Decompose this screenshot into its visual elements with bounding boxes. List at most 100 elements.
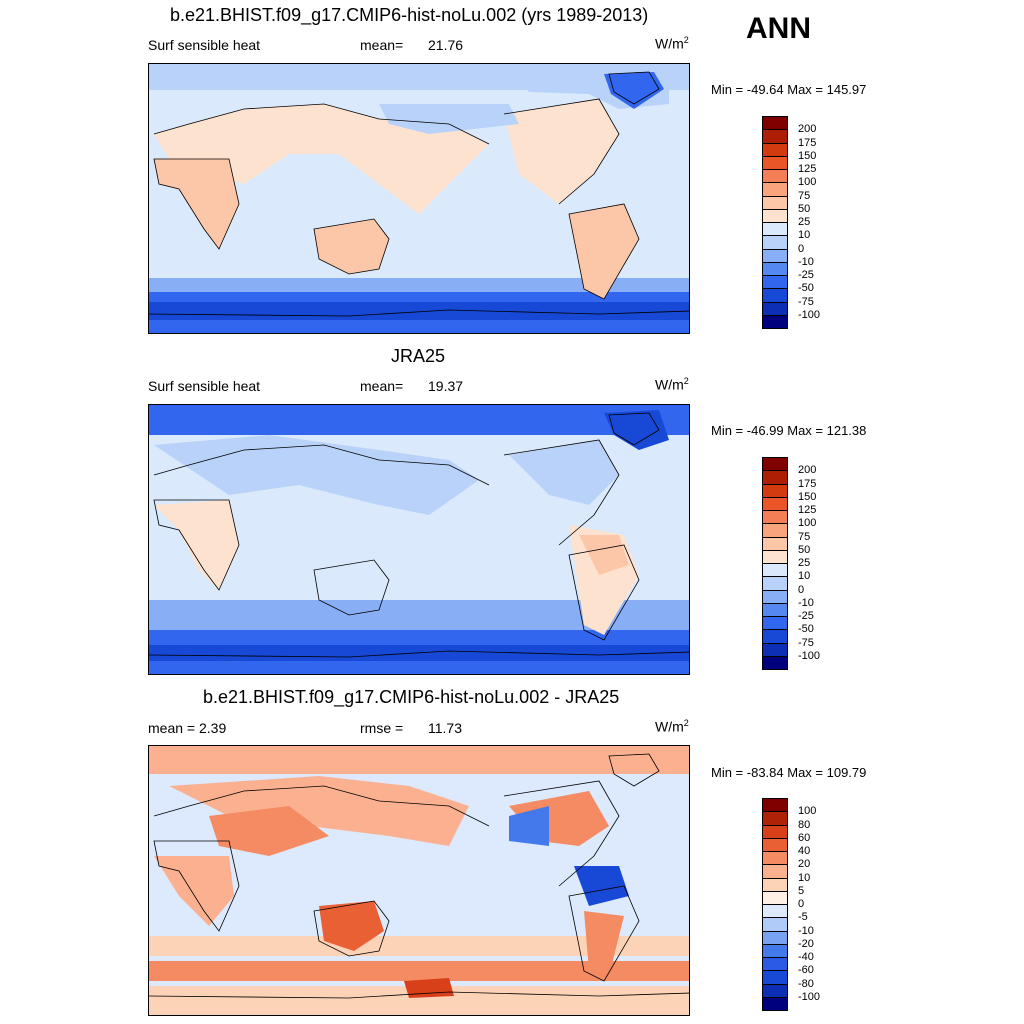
colorbar-tick-label: -75 <box>798 295 814 308</box>
colorbar-tick-label: -5 <box>798 911 808 924</box>
colorbar-box <box>762 523 788 538</box>
colorbar-tick-label: -25 <box>798 269 814 281</box>
colorbar-box <box>762 549 788 564</box>
colorbar-tick-label: 50 <box>798 202 811 215</box>
colorbar-tick-label: 200 <box>798 464 817 477</box>
panel-3-minmax: Min = -83.84 Max = 109.79 <box>711 765 867 780</box>
colorbar-box <box>762 824 788 839</box>
panel-1-colorbar: 200 175 150 125 100 75 50 25 10 0 -10 -25 -50 -75 -100 <box>762 116 820 329</box>
colorbar-tick-label: 40 <box>798 845 811 857</box>
colorbar-tick-label: -75 <box>798 636 814 649</box>
colorbar-box <box>762 563 788 578</box>
panel-3-rmse-label: rmse = <box>360 720 404 736</box>
panel-2-title: JRA25 <box>391 346 446 366</box>
colorbar-box <box>762 169 788 184</box>
panel-3-rmse-value: 11.73 <box>428 720 462 736</box>
colorbar-box <box>762 629 788 644</box>
colorbar-tick-label: -60 <box>798 964 814 977</box>
colorbar-box <box>762 301 788 316</box>
colorbar-box <box>762 222 788 237</box>
colorbar-tick-label: 10 <box>798 871 811 884</box>
colorbar-box <box>762 536 788 551</box>
colorbar-box <box>762 957 788 972</box>
colorbar-box <box>762 457 788 472</box>
colorbar-box <box>762 288 788 303</box>
colorbar-box <box>762 837 788 852</box>
panel-2-mean-value: 19.37 <box>428 378 464 394</box>
panel-3-colorbar: 100 80 60 40 20 10 5 0 -5 -10 -20 -40 -60 -80 -100 <box>762 798 820 1011</box>
colorbar-box <box>762 483 788 498</box>
colorbar-box <box>762 943 788 958</box>
colorbar-tick-label: -100 <box>798 308 821 321</box>
colorbar-tick-label: 20 <box>798 858 811 871</box>
colorbar-box <box>762 155 788 170</box>
panel-2-map <box>148 404 690 675</box>
colorbar-tick-label: 0 <box>798 242 805 255</box>
panel-2-units: W/m2 <box>655 376 689 393</box>
panel-1-units: W/m2 <box>655 35 689 52</box>
panel-3-units: W/m2 <box>655 718 689 735</box>
colorbar-tick-label: 10 <box>798 570 811 583</box>
colorbar-tick-label: 125 <box>798 163 817 175</box>
colorbar-tick-label: -10 <box>798 255 814 268</box>
colorbar-tick-label: -100 <box>798 649 821 662</box>
colorbar-tick-label: -10 <box>798 596 814 609</box>
panel-1-map <box>148 63 690 334</box>
colorbar-tick-label: -40 <box>798 951 814 963</box>
colorbar-tick-label: 50 <box>798 543 811 556</box>
colorbar-tick-label: 100 <box>798 805 817 818</box>
colorbar-box <box>762 314 788 329</box>
colorbar-tick-label: -100 <box>798 990 821 1003</box>
colorbar-tick-label: 80 <box>798 818 811 831</box>
colorbar-box <box>762 602 788 617</box>
colorbar-box <box>762 851 788 866</box>
colorbar-box <box>762 904 788 919</box>
colorbar-box <box>762 589 788 604</box>
colorbar-tick-label: 5 <box>798 884 805 897</box>
panel-2-variable-label: Surf sensible heat <box>148 378 261 394</box>
colorbar-box <box>762 970 788 985</box>
colorbar-box <box>762 129 788 144</box>
panel-1-mean-value: 21.76 <box>428 37 464 53</box>
colorbar-box <box>762 116 788 131</box>
panel-1-minmax: Min = -49.64 Max = 145.97 <box>711 82 867 97</box>
colorbar-box <box>762 864 788 879</box>
colorbar-box <box>762 261 788 276</box>
colorbar-box <box>762 470 788 485</box>
colorbar-box <box>762 877 788 892</box>
colorbar-tick-label: -80 <box>798 977 814 990</box>
panel-1-title: b.e21.BHIST.f09_g17.CMIP6-hist-noLu.002 … <box>170 5 649 25</box>
colorbar-tick-label: 25 <box>798 557 811 569</box>
colorbar-tick-label: 150 <box>798 490 817 503</box>
panel-3-title: b.e21.BHIST.f09_g17.CMIP6-hist-noLu.002 … <box>203 687 620 707</box>
colorbar-tick-label: -20 <box>798 937 814 950</box>
colorbar-box <box>762 576 788 591</box>
panel-2-colorbar: 200 175 150 125 100 75 50 25 10 0 -10 -25 -50 -75 -100 <box>762 457 820 670</box>
colorbar-tick-label: -10 <box>798 924 814 937</box>
panel-3-map <box>148 745 690 1016</box>
colorbar-tick-label: 0 <box>798 583 805 596</box>
season-label: ANN <box>746 12 811 45</box>
colorbar-box <box>762 655 788 670</box>
colorbar-box <box>762 798 788 813</box>
colorbar-tick-label: 100 <box>798 176 817 189</box>
colorbar-box <box>762 275 788 290</box>
colorbar-tick-label: 75 <box>798 530 811 543</box>
colorbar-box <box>762 195 788 210</box>
colorbar-tick-label: 75 <box>798 189 811 202</box>
colorbar-tick-label: 175 <box>798 477 817 490</box>
colorbar-tick-label: 100 <box>798 517 817 530</box>
colorbar-box <box>762 208 788 223</box>
colorbar-tick-label: 200 <box>798 123 817 136</box>
colorbar-box <box>762 890 788 905</box>
colorbar-tick-label: 10 <box>798 229 811 242</box>
panel-2-mean-label: mean= <box>360 378 404 394</box>
colorbar-box <box>762 182 788 197</box>
colorbar-tick-label: 175 <box>798 136 817 149</box>
colorbar-box <box>762 811 788 826</box>
panel-1-variable-label: Surf sensible heat <box>148 37 261 53</box>
colorbar-box <box>762 616 788 631</box>
colorbar-box <box>762 496 788 511</box>
colorbar-tick-label: -25 <box>798 610 814 622</box>
colorbar-tick-label: -50 <box>798 282 814 295</box>
